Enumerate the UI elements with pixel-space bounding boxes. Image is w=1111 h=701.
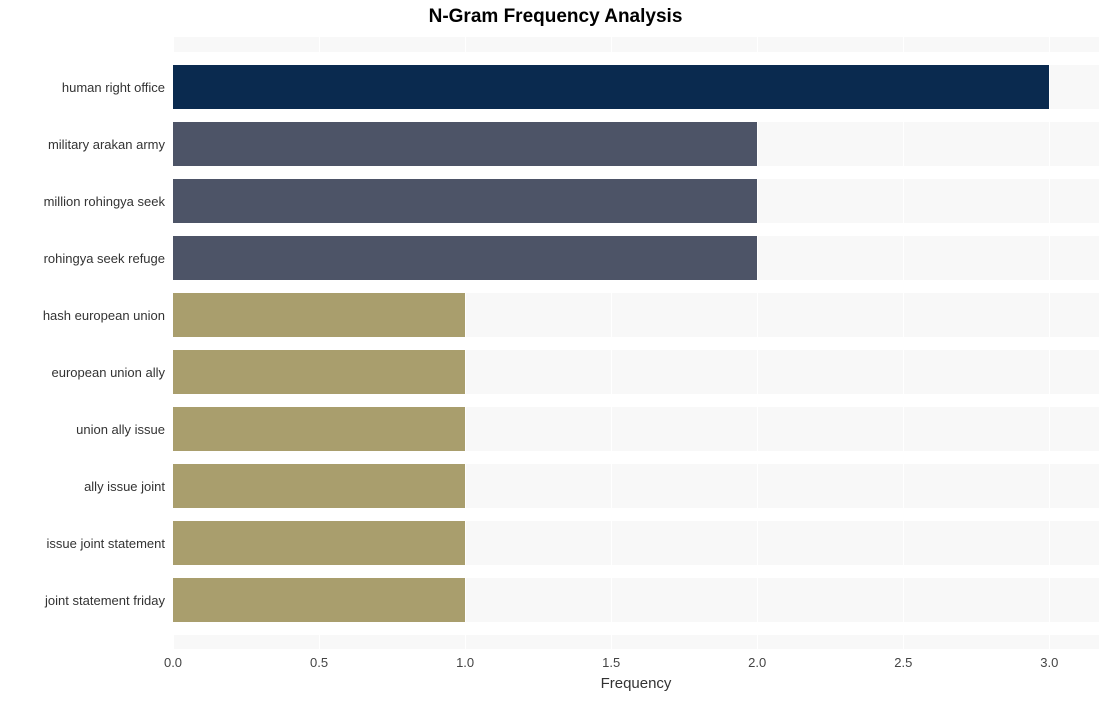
- grid-row-band: [173, 508, 1099, 521]
- y-tick-label: hash european union: [0, 308, 165, 323]
- chart-title: N-Gram Frequency Analysis: [0, 6, 1111, 28]
- y-tick-label: joint statement friday: [0, 593, 165, 608]
- gridline-vertical: [1049, 37, 1050, 649]
- grid-row-band: [173, 394, 1099, 407]
- grid-row-band: [173, 52, 1099, 65]
- x-tick-label: 1.0: [456, 655, 474, 670]
- bar: [173, 122, 757, 166]
- grid-row-band: [173, 565, 1099, 578]
- x-tick-label: 3.0: [1040, 655, 1058, 670]
- plot-area: [173, 37, 1099, 649]
- grid-row-band: [173, 223, 1099, 236]
- y-tick-label: military arakan army: [0, 137, 165, 152]
- ngram-chart: N-Gram Frequency Analysis Frequency huma…: [0, 0, 1111, 701]
- bar: [173, 236, 757, 280]
- bar: [173, 464, 465, 508]
- x-tick-label: 1.5: [602, 655, 620, 670]
- bar: [173, 521, 465, 565]
- y-tick-label: rohingya seek refuge: [0, 251, 165, 266]
- gridline-vertical: [757, 37, 758, 649]
- grid-row-band: [173, 451, 1099, 464]
- y-tick-label: ally issue joint: [0, 479, 165, 494]
- y-tick-label: human right office: [0, 80, 165, 95]
- grid-row-band: [173, 337, 1099, 350]
- x-tick-label: 2.5: [894, 655, 912, 670]
- x-tick-label: 0.0: [164, 655, 182, 670]
- bar: [173, 293, 465, 337]
- x-tick-label: 2.0: [748, 655, 766, 670]
- bar: [173, 578, 465, 622]
- bar: [173, 407, 465, 451]
- y-tick-label: european union ally: [0, 365, 165, 380]
- x-tick-label: 0.5: [310, 655, 328, 670]
- grid-row-band: [173, 166, 1099, 179]
- bar: [173, 179, 757, 223]
- bar: [173, 65, 1049, 109]
- grid-row-band: [173, 109, 1099, 122]
- grid-row-band: [173, 280, 1099, 293]
- gridline-vertical: [903, 37, 904, 649]
- grid-row-band: [173, 622, 1099, 635]
- bar: [173, 350, 465, 394]
- y-tick-label: issue joint statement: [0, 536, 165, 551]
- y-tick-label: million rohingya seek: [0, 194, 165, 209]
- x-axis-label: Frequency: [173, 675, 1099, 692]
- y-tick-label: union ally issue: [0, 422, 165, 437]
